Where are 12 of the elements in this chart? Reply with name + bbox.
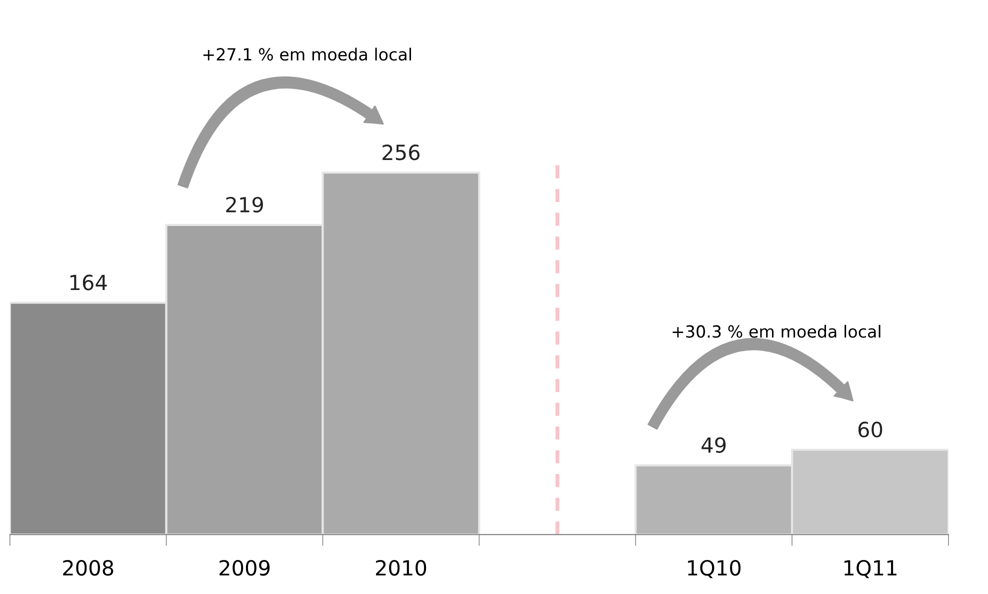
- x-tick-label: 1Q10: [688, 560, 741, 578]
- data-label: 219: [226, 196, 263, 213]
- data-label: 60: [858, 422, 882, 438]
- data-label: 49: [702, 437, 726, 453]
- x-tick-label: 2009: [220, 560, 270, 576]
- x-tick-label: 2008: [63, 560, 114, 576]
- data-label: 164: [70, 274, 107, 290]
- x-tick-label: 2010: [376, 560, 426, 576]
- text: +27.1 % em moeda local: [203, 48, 411, 61]
- x-tick-label: 1Q11: [844, 560, 896, 578]
- data-label: 256: [382, 144, 420, 160]
- annotation: +30.3 % em moeda local: [672, 324, 880, 338]
